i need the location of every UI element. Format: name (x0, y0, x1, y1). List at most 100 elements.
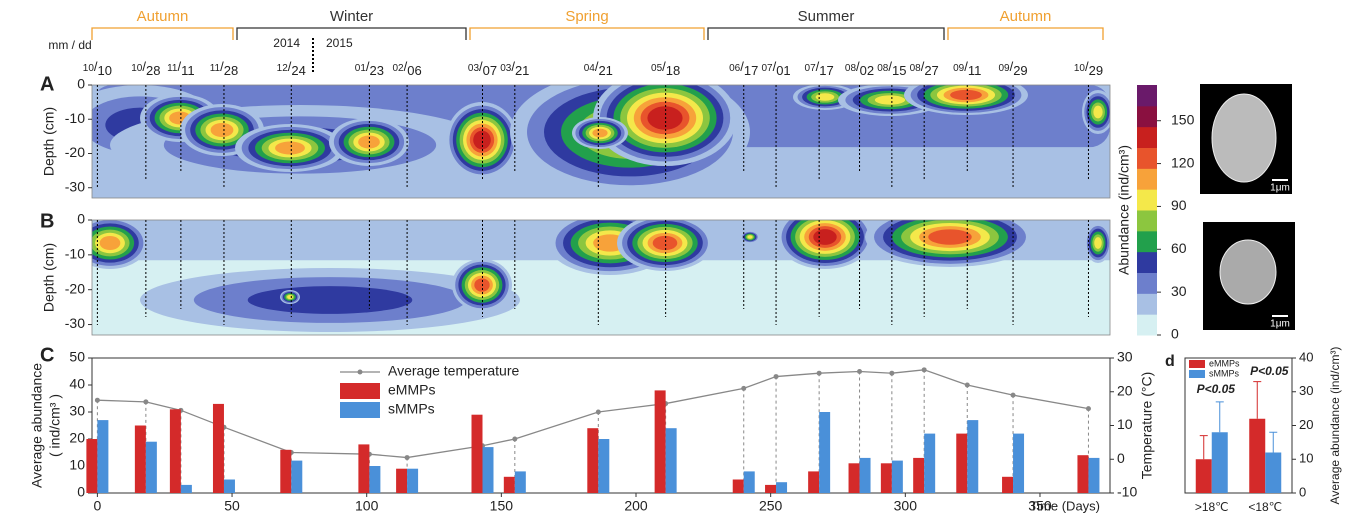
date-day: 11 (181, 63, 195, 78)
temperature-point (741, 386, 746, 391)
temperature-point (405, 455, 410, 460)
panel-label: d (1165, 353, 1175, 370)
x-tick-label: 250 (759, 498, 783, 514)
bar (892, 461, 903, 493)
temperature-point (512, 437, 517, 442)
scale-label: 1μm (1270, 183, 1290, 194)
contour-level (275, 141, 305, 154)
colorbar-step (1137, 168, 1157, 189)
date-day: 15 (892, 63, 906, 78)
annotation: P<0.05 (1197, 382, 1236, 396)
contour-level (592, 129, 607, 138)
y2-axis-label: Temperature (°C) (1139, 372, 1155, 480)
legend-swatch (340, 402, 380, 418)
date-month: 08 (845, 63, 857, 74)
temperature-point (143, 399, 148, 404)
date-label: 11/11 (167, 59, 195, 78)
legend-swatch (1189, 360, 1205, 368)
y-axis-label: Average abundance (29, 363, 45, 488)
colorbar-step (1137, 106, 1157, 127)
date-label: 03/07 (468, 59, 497, 78)
temperature-point (1086, 406, 1091, 411)
figure: 1μm 1μm AutumnWinterSpringSummerAutumnmm… (0, 0, 1362, 519)
bar (598, 439, 609, 493)
y-axis-label: Average abundance (ind/cm³) (1328, 347, 1342, 505)
y-axis-label: Depth (cm) (41, 243, 57, 312)
contour-level (474, 278, 489, 291)
date-day: 28 (224, 63, 238, 78)
date-format: mm / dd (48, 38, 91, 52)
colorbar-step (1137, 293, 1157, 314)
bar (849, 463, 860, 493)
bar (291, 461, 302, 493)
bar (472, 415, 483, 493)
colorbar-step (1137, 189, 1157, 210)
date-label: 08/15 (877, 59, 906, 78)
colorbar-step (1137, 148, 1157, 169)
bar (97, 420, 108, 493)
colorbar-step (1137, 252, 1157, 273)
date-label: 07/01 (761, 59, 790, 78)
colorbar-step (1137, 231, 1157, 252)
date-month: 04 (584, 63, 596, 74)
x-tick-label: 0 (93, 498, 101, 514)
temperature-point (857, 369, 862, 374)
x-tick-label: 150 (490, 498, 514, 514)
scale-label: 1μm (1270, 319, 1290, 330)
colorbar-tick-label: 150 (1171, 111, 1195, 127)
legend-label: sMMPs (1209, 368, 1239, 378)
bar (1077, 455, 1088, 493)
contour-level (950, 90, 982, 100)
error-bar (1253, 382, 1261, 419)
date-label: 03/21 (500, 59, 529, 78)
temperature-point (95, 398, 100, 403)
y2-tick-label: 30 (1117, 349, 1133, 365)
season-label: Winter (330, 8, 373, 25)
date-day: 01 (776, 63, 790, 78)
temperature-point (817, 371, 822, 376)
legend-label: eMMPs (1209, 358, 1240, 368)
date-month: 10 (131, 63, 143, 74)
bar (1002, 477, 1013, 493)
x-tick-label: 50 (224, 498, 240, 514)
contour-level (287, 295, 293, 299)
date-day: 29 (1089, 63, 1103, 78)
season-bracket (92, 28, 233, 40)
year-label: 2014 (273, 36, 300, 50)
season-bracket (948, 28, 1103, 40)
bar (587, 428, 598, 493)
date-month: 08 (877, 63, 889, 74)
season-label: Spring (565, 8, 608, 25)
y-tick-label: 0 (77, 484, 85, 500)
error-bar (1216, 402, 1224, 432)
colorbar-step (1137, 273, 1157, 294)
bar (515, 471, 526, 493)
date-label: 08/02 (845, 59, 874, 78)
annotation: P<0.05 (1250, 364, 1289, 378)
bar (655, 390, 666, 493)
contour-level (816, 93, 835, 101)
contour-level (211, 123, 234, 137)
error-bar (1200, 436, 1208, 460)
contour-level (747, 235, 752, 239)
y-tick-label: 40 (69, 376, 85, 392)
date-label: 10/10 (83, 59, 112, 78)
legend-marker (358, 370, 363, 375)
bar (1013, 434, 1024, 493)
date-label: 05/18 (651, 59, 680, 78)
season-label: Summer (798, 8, 855, 25)
contour-level (875, 95, 905, 104)
x-tick-label: 100 (355, 498, 379, 514)
y-tick-label: 30 (1299, 383, 1313, 398)
colorbar-tick-label: 90 (1171, 197, 1187, 213)
x-tick-label: >18℃ (1195, 500, 1229, 514)
date-month: 05 (651, 63, 663, 74)
date-month: 07 (805, 63, 817, 74)
date-label: 10/28 (131, 59, 160, 78)
legend-swatch (1189, 370, 1205, 378)
date-month: 11 (210, 63, 221, 74)
date-month: 02 (392, 63, 404, 74)
date-day: 17 (819, 63, 833, 78)
bar (860, 458, 871, 493)
y-tick-label: -30 (65, 315, 85, 331)
